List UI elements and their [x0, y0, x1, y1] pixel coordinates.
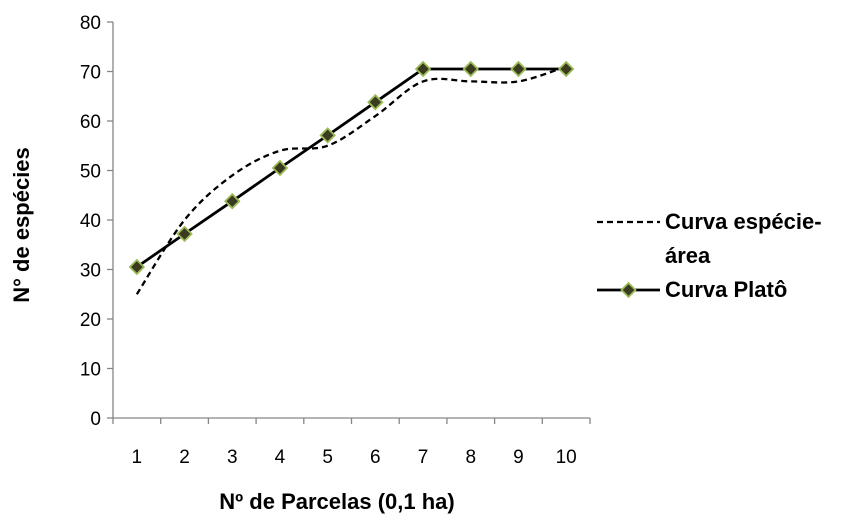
y-tick-label: 70 [80, 63, 101, 84]
y-tick-label: 10 [80, 360, 101, 381]
series-layer [128, 60, 575, 295]
plot-area: 0 10 20 30 40 50 60 70 80 1 2 3 4 5 6 7 8 9 10 [80, 13, 591, 468]
x-tick-label: 4 [275, 447, 286, 468]
legend: Curva espécie-área Curva Platô [597, 209, 822, 302]
legend-label: Curva espécie- [665, 209, 822, 234]
data-point-marker [462, 60, 480, 78]
series-line-curva-especie-area [135, 65, 567, 295]
y-tick-label: 20 [80, 310, 101, 331]
x-tick-label: 9 [513, 447, 524, 468]
data-point-marker [414, 60, 432, 78]
data-point-marker [510, 60, 527, 78]
data-point-marker [176, 225, 193, 243]
series-line-curva-plato [136, 67, 567, 269]
y-tick-label: 0 [90, 409, 101, 430]
x-tick-group: 1 2 3 4 5 6 7 8 9 10 [112, 418, 591, 468]
data-point-marker [223, 192, 241, 210]
x-tick-label: 7 [418, 447, 429, 468]
y-tick-label: 50 [80, 162, 101, 183]
legend-marker [620, 281, 637, 299]
x-tick-label: 6 [370, 447, 381, 468]
x-tick-label: 2 [179, 447, 190, 468]
data-point-marker [557, 60, 575, 78]
x-axis-title: Nº de Parcelas (0,1 ha) [219, 489, 454, 514]
x-tick-label: 3 [227, 447, 238, 468]
y-tick-label: 30 [80, 261, 101, 282]
y-tick-label: 60 [80, 112, 101, 133]
y-tick-group: 0 10 20 30 40 50 60 70 80 [80, 13, 113, 430]
legend-label: área [665, 243, 711, 268]
legend-label: Curva Platô [665, 277, 787, 302]
x-tick-label: 5 [322, 447, 333, 468]
x-tick-label: 8 [465, 447, 476, 468]
data-point-marker [271, 159, 289, 177]
y-tick-label: 80 [80, 13, 101, 34]
y-tick-label: 40 [80, 211, 101, 232]
x-tick-label: 10 [556, 447, 577, 468]
x-tick-label: 1 [132, 447, 143, 468]
data-point-marker [128, 258, 146, 276]
data-point-marker [319, 127, 336, 144]
data-point-marker [367, 93, 384, 111]
y-axis-title: N° de espécies [9, 147, 34, 303]
